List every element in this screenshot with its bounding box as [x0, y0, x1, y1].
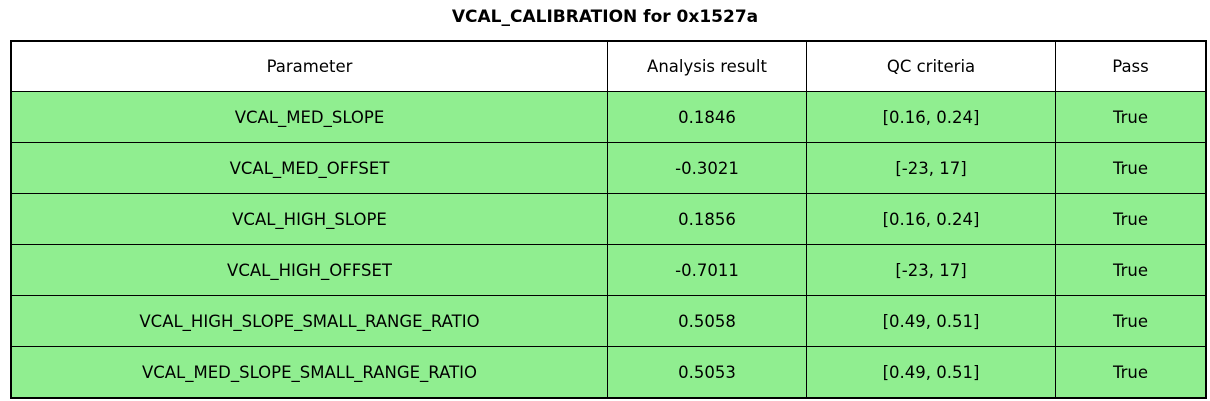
parameter-cell: VCAL_HIGH_OFFSET — [10, 244, 608, 296]
pass-cell: True — [1055, 91, 1207, 143]
result-cell: 0.5053 — [607, 346, 807, 399]
pass-cell: True — [1055, 193, 1207, 245]
criteria-cell: [0.16, 0.24] — [806, 91, 1056, 143]
pass-cell: True — [1055, 346, 1207, 399]
col-header-pass: Pass — [1055, 40, 1207, 92]
table-row: VCAL_MED_SLOPE 0.1846 [0.16, 0.24] True — [10, 91, 1207, 143]
table-row: VCAL_MED_OFFSET -0.3021 [-23, 17] True — [10, 142, 1207, 194]
criteria-cell: [0.49, 0.51] — [806, 295, 1056, 347]
col-header-analysis-result: Analysis result — [607, 40, 807, 92]
result-cell: -0.7011 — [607, 244, 807, 296]
result-cell: -0.3021 — [607, 142, 807, 194]
parameter-cell: VCAL_MED_SLOPE — [10, 91, 608, 143]
table-row: VCAL_HIGH_SLOPE 0.1856 [0.16, 0.24] True — [10, 193, 1207, 245]
table-row: VCAL_MED_SLOPE_SMALL_RANGE_RATIO 0.5053 … — [10, 346, 1207, 399]
pass-cell: True — [1055, 142, 1207, 194]
table-row: VCAL_HIGH_OFFSET -0.7011 [-23, 17] True — [10, 244, 1207, 296]
table-row: VCAL_HIGH_SLOPE_SMALL_RANGE_RATIO 0.5058… — [10, 295, 1207, 347]
pass-cell: True — [1055, 295, 1207, 347]
header-row: Parameter Analysis result QC criteria Pa… — [10, 40, 1207, 92]
result-cell: 0.1856 — [607, 193, 807, 245]
criteria-cell: [-23, 17] — [806, 244, 1056, 296]
result-cell: 0.5058 — [607, 295, 807, 347]
col-header-parameter: Parameter — [10, 40, 608, 92]
criteria-cell: [0.16, 0.24] — [806, 193, 1056, 245]
parameter-cell: VCAL_MED_SLOPE_SMALL_RANGE_RATIO — [10, 346, 608, 399]
qc-criteria-table: Parameter Analysis result QC criteria Pa… — [10, 40, 1207, 399]
parameter-cell: VCAL_HIGH_SLOPE_SMALL_RANGE_RATIO — [10, 295, 608, 347]
parameter-cell: VCAL_MED_OFFSET — [10, 142, 608, 194]
pass-cell: True — [1055, 244, 1207, 296]
page-title: VCAL_CALIBRATION for 0x1527a — [451, 7, 759, 27]
result-cell: 0.1846 — [607, 91, 807, 143]
col-header-qc-criteria: QC criteria — [806, 40, 1056, 92]
criteria-cell: [0.49, 0.51] — [806, 346, 1056, 399]
parameter-cell: VCAL_HIGH_SLOPE — [10, 193, 608, 245]
criteria-cell: [-23, 17] — [806, 142, 1056, 194]
